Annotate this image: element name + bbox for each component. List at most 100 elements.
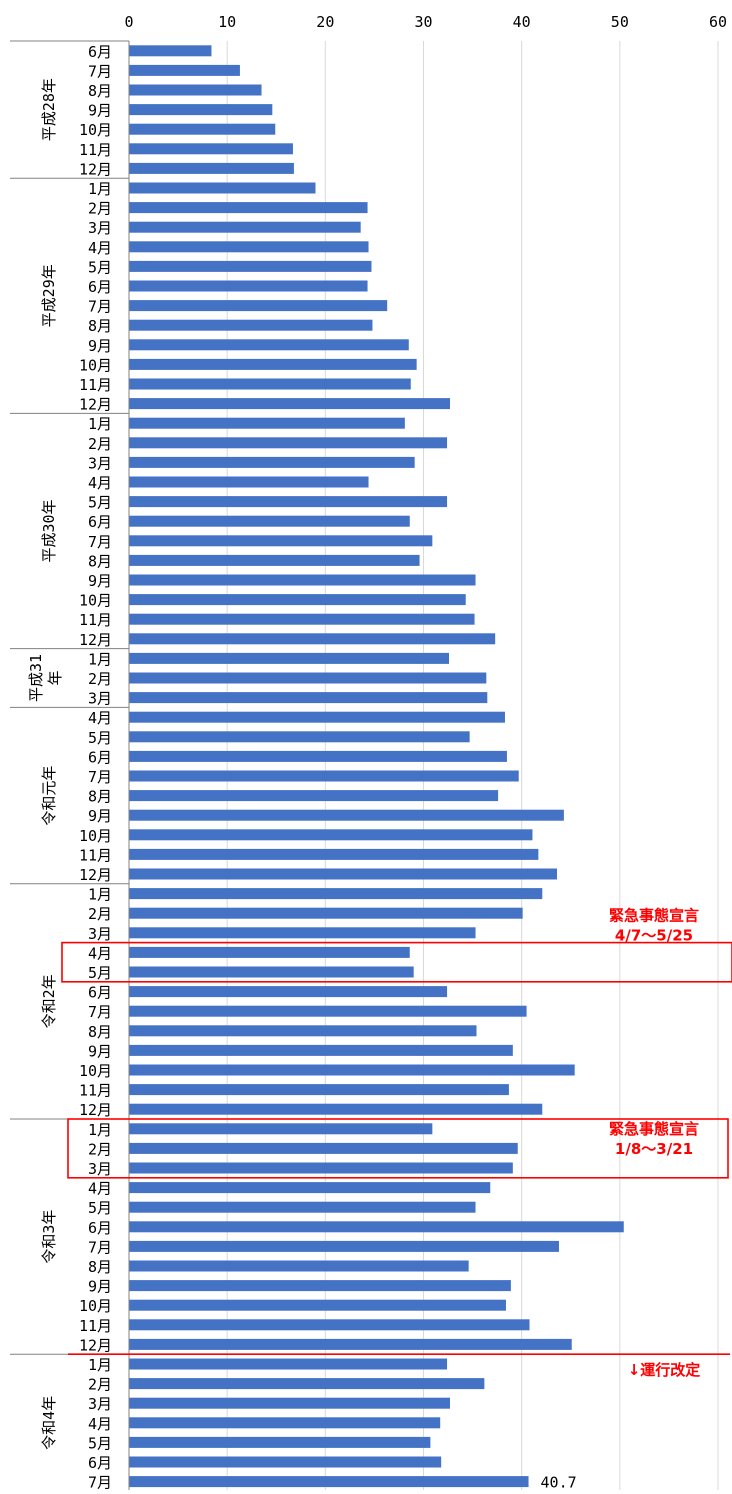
- bar: [129, 1123, 433, 1135]
- month-label: 2月: [88, 1376, 112, 1394]
- x-tick-label: 40: [513, 13, 531, 31]
- bar: [129, 123, 276, 135]
- month-label: 6月: [88, 1219, 112, 1237]
- month-label: 7月: [88, 1474, 112, 1490]
- month-label: 9月: [88, 1042, 112, 1060]
- month-label: 8月: [88, 1023, 112, 1041]
- annotation-label: 1/8～3/21: [615, 1140, 693, 1158]
- month-label: 12月: [79, 631, 112, 649]
- month-label: 1月: [88, 886, 112, 904]
- month-label: 4月: [88, 1415, 112, 1433]
- month-label: 11月: [79, 141, 112, 159]
- bar: [129, 1064, 575, 1076]
- bar: [129, 927, 476, 939]
- month-label: 2月: [88, 670, 112, 688]
- month-label: 8月: [88, 1258, 112, 1276]
- month-label: 2月: [88, 200, 112, 218]
- month-label: 10月: [79, 1297, 112, 1315]
- bar: [129, 319, 373, 331]
- month-label: 9月: [88, 337, 112, 355]
- bar: [129, 1221, 624, 1233]
- month-label: 3月: [88, 1160, 112, 1178]
- bar: [129, 1456, 442, 1468]
- bar: [129, 594, 466, 606]
- bar: [129, 339, 409, 351]
- month-label: 10月: [79, 121, 112, 139]
- bar: [129, 1338, 572, 1350]
- x-tick-label: 60: [709, 13, 727, 31]
- bar: [129, 633, 496, 645]
- group-label: 平成31: [27, 654, 45, 702]
- month-label: 7月: [88, 1003, 112, 1021]
- month-label: 3月: [88, 690, 112, 708]
- month-label: 7月: [88, 298, 112, 316]
- bar: [129, 241, 369, 253]
- bar: [129, 770, 519, 782]
- month-label: 1月: [88, 415, 112, 433]
- bar: [129, 143, 293, 155]
- month-label: 7月: [88, 768, 112, 786]
- x-tick-label: 0: [124, 13, 133, 31]
- bar: [129, 84, 262, 96]
- bar: [129, 202, 368, 214]
- x-tick-label: 50: [611, 13, 629, 31]
- month-label: 8月: [88, 82, 112, 100]
- bar: [129, 535, 433, 547]
- bar: [129, 731, 470, 743]
- bar: [129, 1084, 509, 1096]
- bar: [129, 1240, 559, 1252]
- month-label: 7月: [88, 62, 112, 80]
- bar: [129, 1182, 491, 1194]
- month-label: 4月: [88, 239, 112, 257]
- month-label: 6月: [88, 513, 112, 531]
- bar: [129, 1142, 518, 1154]
- bar: [129, 378, 411, 390]
- bar: [129, 613, 475, 625]
- bar: [129, 966, 414, 978]
- month-label: 12月: [79, 1336, 112, 1354]
- month-label: 6月: [88, 278, 112, 296]
- bar: [129, 437, 448, 449]
- bar: [129, 1378, 485, 1390]
- bar: [129, 64, 240, 76]
- month-label: 5月: [88, 729, 112, 747]
- highlight-box: [67, 1118, 729, 1179]
- month-label: 2月: [88, 1140, 112, 1158]
- bar: [129, 1358, 448, 1370]
- group-label: 令和3年: [40, 1210, 58, 1264]
- month-label: 5月: [88, 1199, 112, 1217]
- bar: [129, 868, 558, 880]
- bar: [129, 907, 523, 919]
- month-label: 6月: [88, 43, 112, 61]
- bar: [129, 711, 505, 723]
- month-label: 1月: [88, 650, 112, 668]
- data-label: 40.7: [541, 1474, 577, 1490]
- bar: [129, 456, 415, 468]
- group-label: 令和元年: [40, 766, 58, 826]
- month-label: 10月: [79, 356, 112, 374]
- month-label: 10月: [79, 592, 112, 610]
- bar: [129, 417, 405, 429]
- month-label: 3月: [88, 219, 112, 237]
- month-label: 6月: [88, 748, 112, 766]
- bar: [129, 790, 499, 802]
- bar: [129, 1397, 451, 1409]
- bar: [129, 300, 388, 312]
- month-label: 8月: [88, 317, 112, 335]
- bar: [129, 946, 410, 958]
- month-label: 11月: [79, 846, 112, 864]
- month-label: 2月: [88, 905, 112, 923]
- bar: [129, 829, 533, 841]
- month-label: 9月: [88, 807, 112, 825]
- bar: [129, 1260, 469, 1272]
- month-label: 7月: [88, 1238, 112, 1256]
- month-label: 10月: [79, 827, 112, 845]
- month-label: 3月: [88, 454, 112, 472]
- bar: [129, 986, 448, 998]
- month-label: 6月: [88, 1454, 112, 1472]
- month-label: 12月: [79, 160, 112, 178]
- month-label: 2月: [88, 435, 112, 453]
- bar: [129, 848, 539, 860]
